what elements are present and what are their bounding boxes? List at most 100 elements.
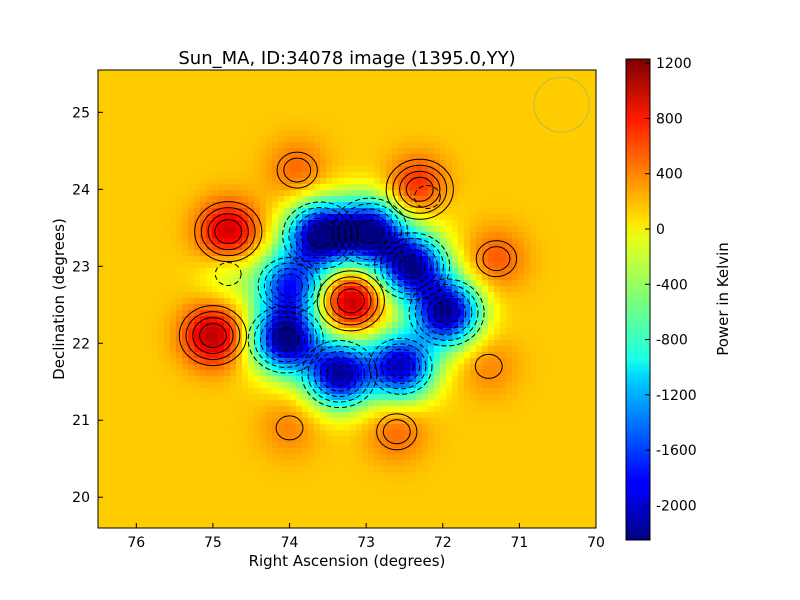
- heatmap-cell: [458, 196, 465, 203]
- heatmap-cell: [434, 298, 441, 305]
- heatmap-cell: [554, 334, 561, 341]
- heatmap-cell: [152, 364, 159, 371]
- heatmap-cell: [110, 214, 117, 221]
- heatmap-cell: [518, 346, 525, 353]
- heatmap-cell: [134, 334, 141, 341]
- heatmap-cell: [374, 70, 381, 77]
- heatmap-cell: [584, 346, 591, 353]
- heatmap-cell: [374, 274, 381, 281]
- heatmap-cell: [248, 268, 255, 275]
- heatmap-cell: [536, 292, 543, 299]
- heatmap-cell: [536, 316, 543, 323]
- heatmap-cell: [134, 310, 141, 317]
- heatmap-cell: [254, 388, 261, 395]
- heatmap-cell: [536, 226, 543, 233]
- heatmap-cell: [578, 232, 585, 239]
- heatmap-cell: [98, 358, 105, 365]
- heatmap-cell: [494, 154, 501, 161]
- heatmap-cell: [374, 322, 381, 329]
- heatmap-cell: [116, 268, 123, 275]
- heatmap-cell: [536, 70, 543, 77]
- heatmap-cell: [170, 112, 177, 119]
- heatmap-cell: [158, 88, 165, 95]
- heatmap-cell: [296, 310, 303, 317]
- heatmap-cell: [518, 220, 525, 227]
- heatmap-cell: [464, 106, 471, 113]
- heatmap-cell: [452, 388, 459, 395]
- heatmap-cell: [290, 400, 297, 407]
- heatmap-cell: [560, 388, 567, 395]
- heatmap-cell: [398, 166, 405, 173]
- heatmap-cell: [536, 376, 543, 383]
- heatmap-cell: [554, 118, 561, 125]
- heatmap-cell: [284, 262, 291, 269]
- heatmap-cell: [368, 286, 375, 293]
- heatmap-cell: [218, 334, 225, 341]
- heatmap-cell: [482, 208, 489, 215]
- heatmap-cell: [164, 220, 171, 227]
- heatmap-cell: [308, 106, 315, 113]
- heatmap-cell: [188, 262, 195, 269]
- heatmap-cell: [524, 136, 531, 143]
- heatmap-cell: [380, 424, 387, 431]
- heatmap-cell: [578, 214, 585, 221]
- heatmap-cell: [584, 322, 591, 329]
- heatmap-cell: [344, 358, 351, 365]
- heatmap-cell: [554, 418, 561, 425]
- heatmap-cell: [260, 304, 267, 311]
- heatmap-cell: [464, 160, 471, 167]
- heatmap-cell: [314, 340, 321, 347]
- heatmap-cell: [488, 352, 495, 359]
- heatmap-cell: [560, 334, 567, 341]
- heatmap-cell: [134, 382, 141, 389]
- heatmap-cell: [332, 136, 339, 143]
- heatmap-cell: [554, 388, 561, 395]
- heatmap-cell: [482, 382, 489, 389]
- heatmap-cell: [188, 178, 195, 185]
- heatmap-cell: [560, 172, 567, 179]
- heatmap-cell: [518, 208, 525, 215]
- heatmap-cell: [386, 94, 393, 101]
- heatmap-cell: [218, 376, 225, 383]
- heatmap-cell: [452, 172, 459, 179]
- heatmap-cell: [320, 82, 327, 89]
- heatmap-cell: [410, 286, 417, 293]
- heatmap-cell: [500, 364, 507, 371]
- heatmap-cell: [518, 142, 525, 149]
- heatmap-cell: [560, 358, 567, 365]
- heatmap-cell: [578, 100, 585, 107]
- heatmap-cell: [512, 118, 519, 125]
- heatmap-cell: [302, 70, 309, 77]
- heatmap-cell: [428, 346, 435, 353]
- heatmap-cell: [104, 388, 111, 395]
- heatmap-cell: [308, 148, 315, 155]
- heatmap-cell: [368, 376, 375, 383]
- heatmap-cell: [464, 256, 471, 263]
- heatmap-cell: [572, 394, 579, 401]
- heatmap-cell: [542, 154, 549, 161]
- heatmap-cell: [362, 292, 369, 299]
- heatmap-cell: [110, 274, 117, 281]
- heatmap-cell: [200, 370, 207, 377]
- heatmap-cell: [572, 298, 579, 305]
- heatmap-cell: [380, 160, 387, 167]
- heatmap-cell: [494, 214, 501, 221]
- heatmap-cell: [122, 244, 129, 251]
- heatmap-cell: [374, 130, 381, 137]
- heatmap-cell: [548, 244, 555, 251]
- heatmap-cell: [206, 382, 213, 389]
- heatmap-cell: [500, 400, 507, 407]
- heatmap-cell: [584, 418, 591, 425]
- heatmap-cell: [524, 130, 531, 137]
- heatmap-cell: [488, 268, 495, 275]
- heatmap-cell: [236, 70, 243, 77]
- heatmap-cell: [578, 160, 585, 167]
- heatmap-cell: [410, 76, 417, 83]
- heatmap-cell: [494, 94, 501, 101]
- heatmap-cell: [446, 244, 453, 251]
- heatmap-cell: [146, 424, 153, 431]
- heatmap-cell: [200, 352, 207, 359]
- heatmap-cell: [158, 112, 165, 119]
- heatmap-cell: [560, 100, 567, 107]
- heatmap-cell: [578, 124, 585, 131]
